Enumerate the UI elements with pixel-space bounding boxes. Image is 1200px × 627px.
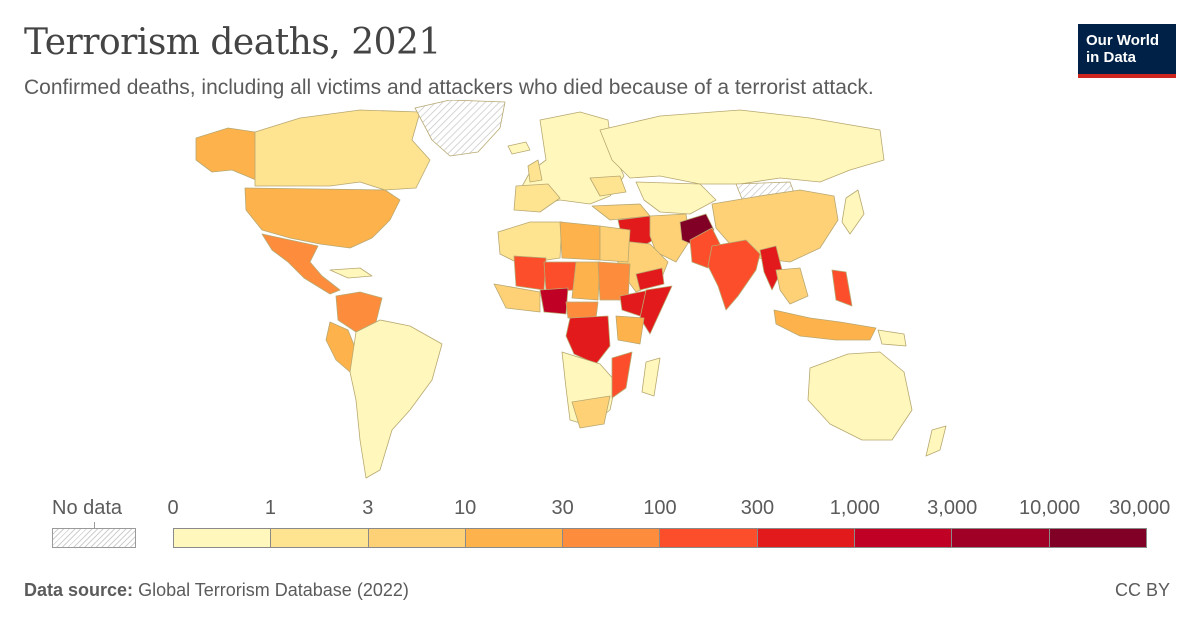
region-india xyxy=(707,239,761,311)
region-iceland xyxy=(507,141,531,155)
legend-swatch[interactable] xyxy=(660,529,758,547)
region-myanmar xyxy=(759,245,783,291)
legend-tick-label: 3,000 xyxy=(927,497,978,519)
region-greenland xyxy=(414,100,506,157)
legend-swatch[interactable] xyxy=(174,529,272,547)
region-mali xyxy=(513,255,547,291)
chart-title: Terrorism deaths, 2021 xyxy=(24,22,441,63)
legend-tick-label: 3 xyxy=(362,497,374,519)
region-libya xyxy=(559,221,601,261)
data-source-label: Data source: xyxy=(24,580,134,600)
region-new-zealand xyxy=(925,425,947,457)
data-source-link[interactable]: Global Terrorism Database (2022) xyxy=(138,580,409,600)
region-uk xyxy=(527,159,543,183)
region-yemen xyxy=(635,267,665,291)
region-chad xyxy=(571,261,601,301)
license-link[interactable]: CC BY xyxy=(1114,580,1170,600)
legend-swatch[interactable] xyxy=(271,529,369,547)
legend-tick-label: 300 xyxy=(740,497,775,519)
region-canada xyxy=(254,109,431,191)
legend-swatch[interactable] xyxy=(465,529,564,547)
legend-tick-label: 30 xyxy=(551,497,574,519)
region-mexico xyxy=(261,233,341,295)
region-ukraine xyxy=(589,175,627,197)
region-west-africa-coast xyxy=(493,283,541,313)
legend-no-data-swatch[interactable] xyxy=(52,528,136,548)
legend-swatch[interactable] xyxy=(757,529,856,547)
region-france-spain xyxy=(513,183,561,213)
region-russia xyxy=(599,109,885,185)
region-somalia xyxy=(639,285,673,335)
legend-swatch[interactable] xyxy=(563,529,661,547)
region-niger xyxy=(543,261,577,293)
region-south-america xyxy=(349,319,443,479)
region-kenya xyxy=(615,315,645,345)
legend-tick-label: 10 xyxy=(454,497,477,519)
region-iran xyxy=(649,213,691,263)
legend-tick-label: 10,000 xyxy=(1019,497,1081,519)
legend-swatch[interactable] xyxy=(952,529,1050,547)
legend-no-data-label: No data xyxy=(52,497,123,519)
region-central-asia xyxy=(635,181,717,215)
region-indonesia xyxy=(773,309,877,341)
legend-tick-label: 0 xyxy=(167,497,179,519)
legend-swatch[interactable] xyxy=(1049,529,1146,547)
world-map xyxy=(195,100,947,479)
legend-no-data-tick xyxy=(94,522,95,528)
region-north-africa-west xyxy=(497,221,563,265)
region-usa xyxy=(244,187,401,249)
chart-subtitle: Confirmed deaths, including all victims … xyxy=(24,76,874,99)
region-nigeria xyxy=(539,287,569,315)
region-south-africa xyxy=(571,395,611,429)
data-source: Data source: Global Terrorism Database (… xyxy=(24,580,409,601)
region-caribbean xyxy=(329,267,373,279)
logo-line-2: in Data xyxy=(1086,49,1137,66)
legend-tick-label: 1 xyxy=(264,497,276,519)
region-mozambique xyxy=(611,351,633,399)
region-alaska xyxy=(195,127,257,181)
region-australia xyxy=(807,351,913,441)
region-papua xyxy=(877,329,907,347)
legend-swatch[interactable] xyxy=(855,529,953,547)
region-car xyxy=(565,301,599,319)
region-sudan xyxy=(597,261,631,301)
legend-color-scale[interactable] xyxy=(173,528,1147,548)
region-madagascar xyxy=(641,357,661,397)
owid-logo[interactable]: Our World in Data xyxy=(1078,24,1176,78)
legend-tick-label: 30,000 xyxy=(1109,497,1171,519)
region-philippines xyxy=(831,269,853,307)
legend-swatch[interactable] xyxy=(368,529,466,547)
region-southeast-asia xyxy=(775,267,809,305)
legend-tick-label: 100 xyxy=(643,497,677,519)
logo-line-1: Our World xyxy=(1086,32,1160,49)
region-japan xyxy=(841,189,865,235)
region-egypt xyxy=(599,225,631,263)
legend-tick-label: 1,000 xyxy=(829,497,880,519)
